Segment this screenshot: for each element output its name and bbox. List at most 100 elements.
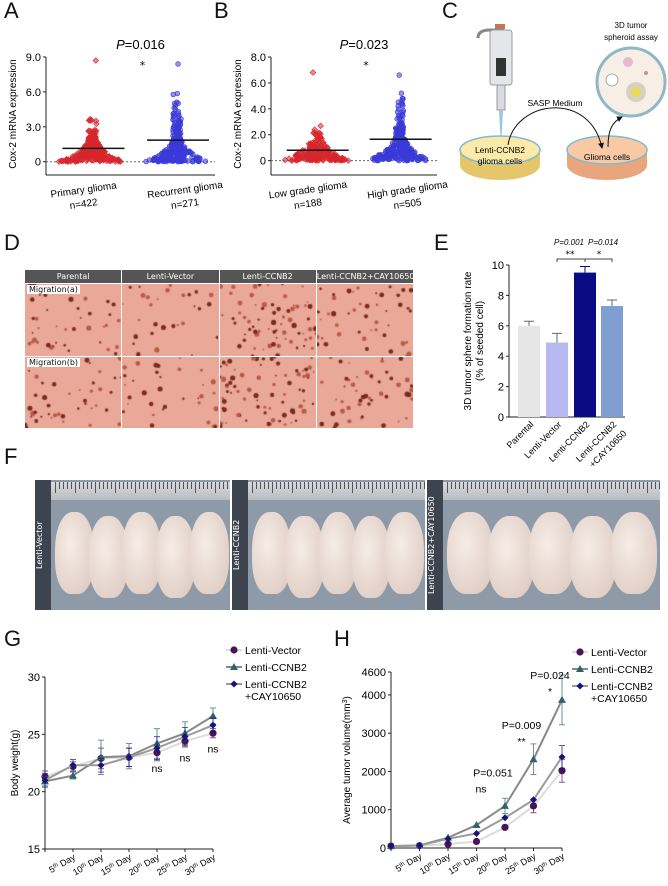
data-point: [171, 141, 177, 148]
data-point: [291, 155, 298, 163]
annotation-ns: ns: [207, 743, 218, 755]
data-point: [285, 155, 293, 162]
data-point: [309, 69, 317, 76]
y-tick-label: 4000: [362, 690, 386, 702]
data-point: [93, 149, 100, 157]
comparison-stars: *: [597, 250, 602, 260]
data-point: [112, 158, 119, 165]
annotation-stars: **: [517, 736, 525, 748]
comparison-stars: **: [566, 250, 576, 260]
legend-label: Lenti-Vector: [591, 647, 648, 659]
y-tick-label: 4: [498, 351, 504, 363]
mice-photo: Lenti-CCNB2+CAY10650: [427, 480, 660, 610]
data-point: [400, 95, 406, 102]
data-point: [375, 157, 382, 164]
annotation-p: P=0.009: [502, 720, 542, 732]
data-point: [189, 154, 195, 160]
x-tick-label: 15th Day: [446, 851, 480, 877]
annotation-p: P=0.051: [473, 768, 513, 780]
marker-triangle: [529, 755, 538, 763]
marker-diamond: [558, 753, 566, 761]
data-point: [171, 100, 178, 107]
mice-photo: Lenti-Vector: [35, 480, 230, 610]
data-point: [384, 146, 391, 153]
data-point: [143, 158, 149, 165]
data-point: [86, 117, 94, 124]
y-axis-label-1: 3D tumor sphere formation rate: [463, 271, 474, 410]
y-tick-label: 4.0: [251, 104, 266, 116]
bar: [518, 325, 540, 417]
legend-label: Lenti-CCNB2: [245, 679, 307, 691]
migration-photo: [219, 284, 316, 356]
y-tick-label: 15: [28, 844, 40, 856]
data-point: [323, 144, 331, 152]
data-point: [202, 158, 209, 164]
data-point: [180, 157, 187, 164]
group-n: n=271: [170, 197, 200, 212]
y-tick-label: 2000: [362, 766, 386, 778]
group-points: [143, 61, 209, 165]
data-point: [84, 151, 92, 159]
y-tick-label: 30: [28, 672, 40, 684]
y-tick-label: 1000: [362, 805, 386, 817]
mouse: [447, 512, 494, 594]
x-tick-label: 15th Day: [99, 852, 133, 878]
y-tick-label: 4600: [362, 667, 386, 679]
marker-diamond: [69, 761, 77, 769]
y-axis-label: Cox-2 mRNA expression: [233, 59, 244, 168]
mouse: [351, 516, 391, 598]
data-point: [177, 119, 183, 126]
y-tick-label: 8.0: [251, 52, 266, 64]
mouse: [88, 516, 128, 598]
marker-diamond: [501, 814, 509, 822]
data-point: [63, 156, 71, 164]
data-point: [108, 155, 116, 162]
data-point: [68, 155, 76, 163]
legend-label: Lenti-CCNB2: [591, 664, 653, 676]
y-tick-label: 0: [380, 843, 386, 855]
data-point: [175, 125, 182, 131]
data-point: [396, 72, 402, 78]
mouse: [385, 512, 424, 594]
marker-triangle: [230, 663, 238, 670]
photo-texture: [122, 284, 219, 356]
annotation-ns: ns: [179, 753, 190, 765]
data-point: [159, 151, 165, 157]
mouse: [285, 516, 324, 598]
data-point: [339, 154, 347, 162]
photo-texture: [316, 356, 413, 428]
data-point: [398, 151, 404, 157]
annotation-ns: ns: [151, 763, 162, 775]
marker-diamond: [41, 776, 49, 784]
legend-label-2: +CAY10650: [245, 691, 301, 703]
comparison-bracket: [584, 258, 613, 262]
data-point: [320, 141, 328, 148]
migration-photo: Migration(b): [25, 356, 122, 428]
marker-triangle: [69, 771, 77, 779]
panel-label-f: F: [4, 444, 18, 469]
series-2: [41, 717, 217, 788]
migration-photo: Migration(a): [25, 284, 122, 356]
data-point: [344, 157, 352, 164]
error-bar: [552, 332, 562, 343]
data-point: [327, 154, 334, 161]
annotation-stars: *: [548, 686, 552, 698]
y-tick-label: 6.0: [251, 78, 266, 90]
y-axis-label: Cox-2 mRNA expression: [8, 59, 19, 168]
data-point: [174, 156, 180, 163]
marker-diamond: [530, 796, 537, 804]
series-1: [387, 674, 566, 850]
marker-circle: [472, 837, 481, 846]
marker-circle: [209, 729, 217, 737]
data-point: [319, 152, 327, 159]
marker-circle: [529, 802, 538, 810]
x-tick-label: 20th Day: [475, 851, 509, 877]
mouse: [528, 512, 576, 594]
y-tick-label: 6: [498, 321, 504, 333]
data-point: [159, 157, 165, 163]
mouse: [569, 516, 617, 598]
data-point: [55, 158, 63, 165]
y-tick-label: 10: [492, 260, 504, 272]
mouse: [610, 512, 658, 594]
